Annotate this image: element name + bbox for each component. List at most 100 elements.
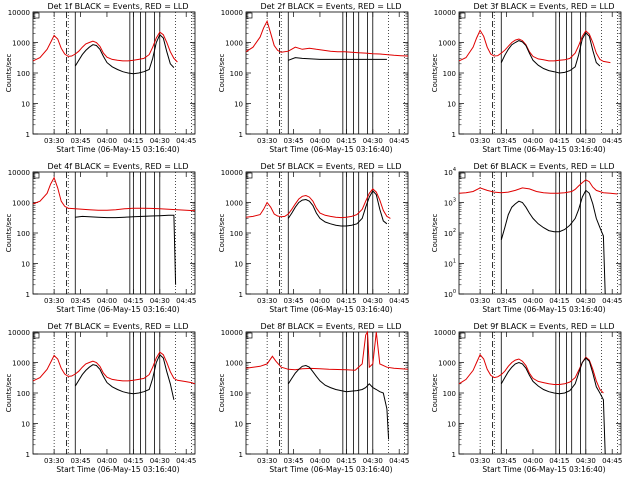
series-line-events xyxy=(500,357,606,455)
x-tick-label: 03:30 xyxy=(44,457,64,465)
y-axis-label: Counts/sec xyxy=(5,374,13,413)
x-tick-label: 04:15 xyxy=(123,297,143,305)
x-tick-label: 03:30 xyxy=(257,137,277,145)
series-line-lld xyxy=(458,353,604,394)
y-axis-label: Counts/sec xyxy=(5,54,13,93)
x-tick-label: 04:00 xyxy=(310,457,330,465)
y-tick-label: 1 xyxy=(26,291,30,299)
chart-panel-4: Det 4f BLACK = Events, RED = LLD Counts/s… xyxy=(5,162,196,314)
y-tick-label: 1000 xyxy=(225,40,243,48)
x-tick-label: 04:00 xyxy=(97,457,117,465)
chart-title: Det 4f BLACK = Events, RED = LLD xyxy=(47,162,188,171)
x-tick-label: 04:15 xyxy=(336,137,356,145)
y-tick-label: 10000 xyxy=(8,329,30,337)
y-tick-label: 1000 xyxy=(438,40,456,48)
chart-title: Det 6f BLACK = Events, RED = LLD xyxy=(473,162,614,171)
corner-marker xyxy=(459,332,466,339)
x-tick-label: 04:15 xyxy=(549,137,569,145)
y-tick-label: 10 xyxy=(234,421,243,429)
x-tick-label: 04:30 xyxy=(576,297,596,305)
y-tick-label: 10 xyxy=(234,101,243,109)
y-tick-label: 10000 xyxy=(221,169,243,177)
chart-title: Det 3f BLACK = Events, RED = LLD xyxy=(473,2,614,11)
corner-marker xyxy=(246,172,253,179)
x-tick-label: 03:45 xyxy=(283,297,303,305)
x-tick-label: 04:00 xyxy=(523,457,543,465)
y-tick-label: 102 xyxy=(444,228,456,238)
x-tick-label: 04:45 xyxy=(389,297,409,305)
series-line-lld xyxy=(245,330,409,371)
x-tick-label: 04:45 xyxy=(602,297,622,305)
series-line-events xyxy=(287,190,388,227)
y-tick-label: 1 xyxy=(452,451,456,459)
y-tick-label: 10 xyxy=(21,101,30,109)
x-tick-label: 04:30 xyxy=(363,297,383,305)
y-tick-label: 10 xyxy=(234,261,243,269)
y-tick-label: 100 xyxy=(443,70,456,78)
x-tick-label: 04:45 xyxy=(176,457,196,465)
x-tick-label: 03:30 xyxy=(257,297,277,305)
x-tick-label: 04:15 xyxy=(549,297,569,305)
x-tick-label: 04:30 xyxy=(363,457,383,465)
plot-frame xyxy=(458,331,622,455)
series-line-events xyxy=(75,214,177,285)
y-tick-label: 1000 xyxy=(438,360,456,368)
x-tick-label: 04:30 xyxy=(150,137,170,145)
x-tick-label: 04:00 xyxy=(310,297,330,305)
x-axis-label: Start Time (06-May-15 03:16:40) xyxy=(56,465,179,474)
y-tick-label: 1000 xyxy=(225,360,243,368)
y-tick-label: 10000 xyxy=(434,9,456,17)
series-line-events xyxy=(74,33,175,75)
y-tick-label: 10000 xyxy=(221,9,243,17)
x-tick-label: 03:45 xyxy=(496,137,516,145)
y-tick-label: 100 xyxy=(17,70,30,78)
x-tick-label: 03:30 xyxy=(44,297,64,305)
y-tick-label: 100 xyxy=(17,230,30,238)
chart-title: Det 1f BLACK = Events, RED = LLD xyxy=(47,2,188,11)
y-tick-label: 10000 xyxy=(8,9,30,17)
corner-marker xyxy=(246,332,253,339)
corner-marker xyxy=(459,12,466,19)
x-tick-label: 03:45 xyxy=(283,137,303,145)
x-axis-label: Start Time (06-May-15 03:16:40) xyxy=(269,305,392,314)
x-tick-label: 04:00 xyxy=(97,297,117,305)
x-axis-label: Start Time (06-May-15 03:16:40) xyxy=(56,305,179,314)
x-axis-label: Start Time (06-May-15 03:16:40) xyxy=(482,465,605,474)
x-tick-label: 04:45 xyxy=(389,457,409,465)
y-tick-label: 104 xyxy=(444,167,456,177)
x-tick-label: 04:00 xyxy=(97,137,117,145)
series-line-events xyxy=(287,364,390,440)
x-tick-label: 04:15 xyxy=(123,137,143,145)
plot-frame xyxy=(32,331,196,455)
x-tick-label: 04:15 xyxy=(123,457,143,465)
x-tick-label: 03:30 xyxy=(470,457,490,465)
y-tick-label: 10 xyxy=(21,421,30,429)
y-tick-label: 1 xyxy=(239,131,243,139)
y-tick-label: 1000 xyxy=(12,360,30,368)
chart-panel-1: Det 1f BLACK = Events, RED = LLD Counts/s… xyxy=(5,2,196,154)
x-tick-label: 04:45 xyxy=(176,137,196,145)
x-tick-label: 04:30 xyxy=(363,137,383,145)
x-tick-label: 04:30 xyxy=(576,137,596,145)
chart-panel-6: Det 6f BLACK = Events, RED = LLD Counts/s… xyxy=(431,162,622,314)
y-tick-label: 100 xyxy=(17,390,30,398)
x-tick-label: 04:45 xyxy=(176,297,196,305)
series-line-events xyxy=(500,189,606,295)
chart-title: Det 8f BLACK = Events, RED = LLD xyxy=(260,322,401,331)
y-tick-label: 101 xyxy=(444,259,456,269)
chart-panel-3: Det 3f BLACK = Events, RED = LLD Counts/s… xyxy=(431,2,622,154)
corner-marker xyxy=(459,172,466,179)
x-tick-label: 03:45 xyxy=(70,297,90,305)
y-tick-label: 1000 xyxy=(12,40,30,48)
y-tick-label: 1000 xyxy=(225,200,243,208)
x-tick-label: 04:00 xyxy=(310,137,330,145)
chart-panel-5: Det 5f BLACK = Events, RED = LLD Counts/s… xyxy=(218,162,409,314)
y-tick-label: 100 xyxy=(443,390,456,398)
x-tick-label: 04:45 xyxy=(389,137,409,145)
y-tick-label: 1 xyxy=(26,131,30,139)
series-line-lld xyxy=(245,19,409,57)
x-axis-label: Start Time (06-May-15 03:16:40) xyxy=(482,305,605,314)
x-tick-label: 04:30 xyxy=(150,457,170,465)
x-tick-label: 04:45 xyxy=(602,137,622,145)
